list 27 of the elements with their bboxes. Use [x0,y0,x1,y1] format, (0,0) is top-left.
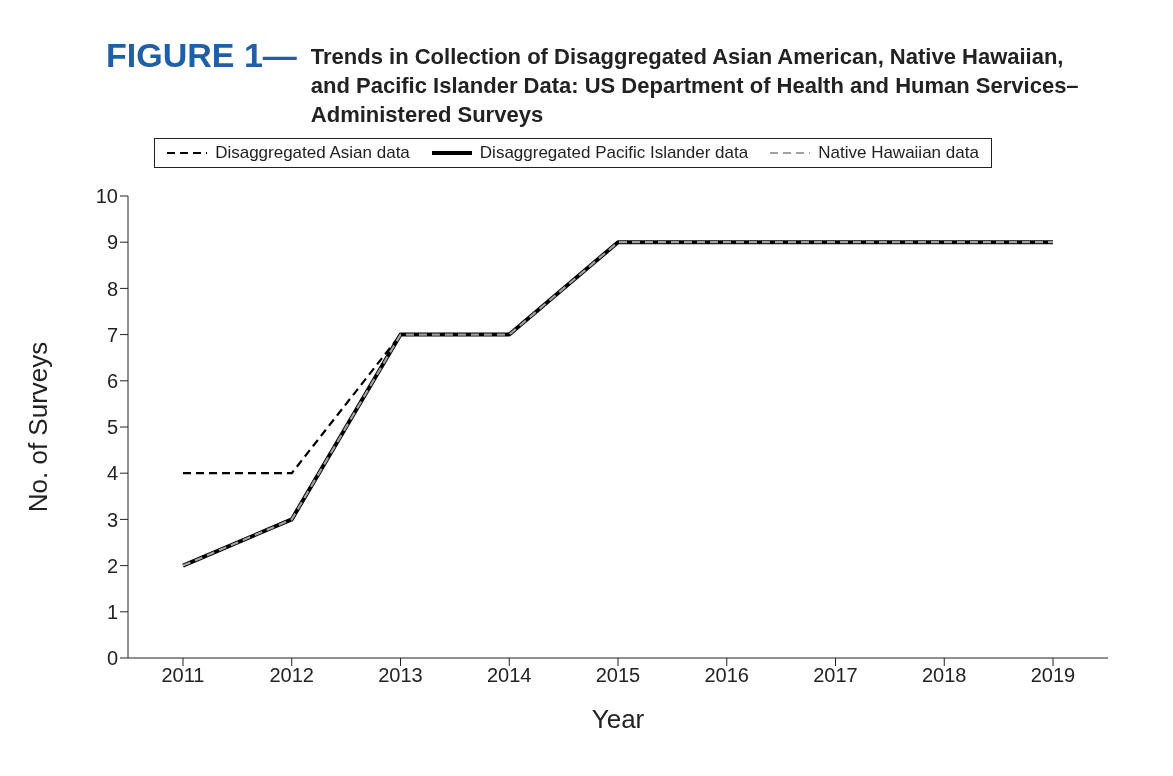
y-tick-label: 1 [106,600,118,623]
chart-subtitle: Trends in Collection of Disaggregated Asian American, Native Hawaiian, and Pacific Islander Data: US Department of Health and Human Services–Administered Surveys [310,43,1080,129]
x-axis-title: Year [591,704,645,734]
y-tick-label: 2 [106,554,118,577]
x-tick-label: 2011 [161,664,205,687]
x-tick-label: 2015 [595,664,641,687]
x-tick-label: 2016 [704,664,749,687]
y-tick-label: 4 [106,462,118,485]
x-tick-label: 2017 [813,664,858,687]
chart-title: FIGURE 1— [106,36,297,74]
x-tick-label: 2013 [378,664,423,687]
y-tick-label: 10 [95,185,118,208]
y-tick-label: 6 [106,369,118,392]
x-tick-label: 2019 [1030,664,1076,687]
legend-label: Native Hawaiian data [818,143,979,163]
y-tick-label: 3 [106,508,118,531]
y-tick-label: 9 [106,231,118,254]
y-tick-label: 8 [106,277,118,300]
legend-label: Disaggregated Pacific Islander data [479,143,749,163]
x-tick-label: 2014 [487,664,532,687]
y-tick-label: 7 [106,323,118,346]
x-tick-label: 2012 [269,664,314,687]
legend-label: Disaggregated Asian data [215,143,410,163]
y-axis-title: No. of Surveys [23,341,54,513]
x-tick-label: 2018 [922,664,967,687]
y-tick-label: 5 [106,416,118,439]
y-tick-label: 0 [106,647,118,670]
